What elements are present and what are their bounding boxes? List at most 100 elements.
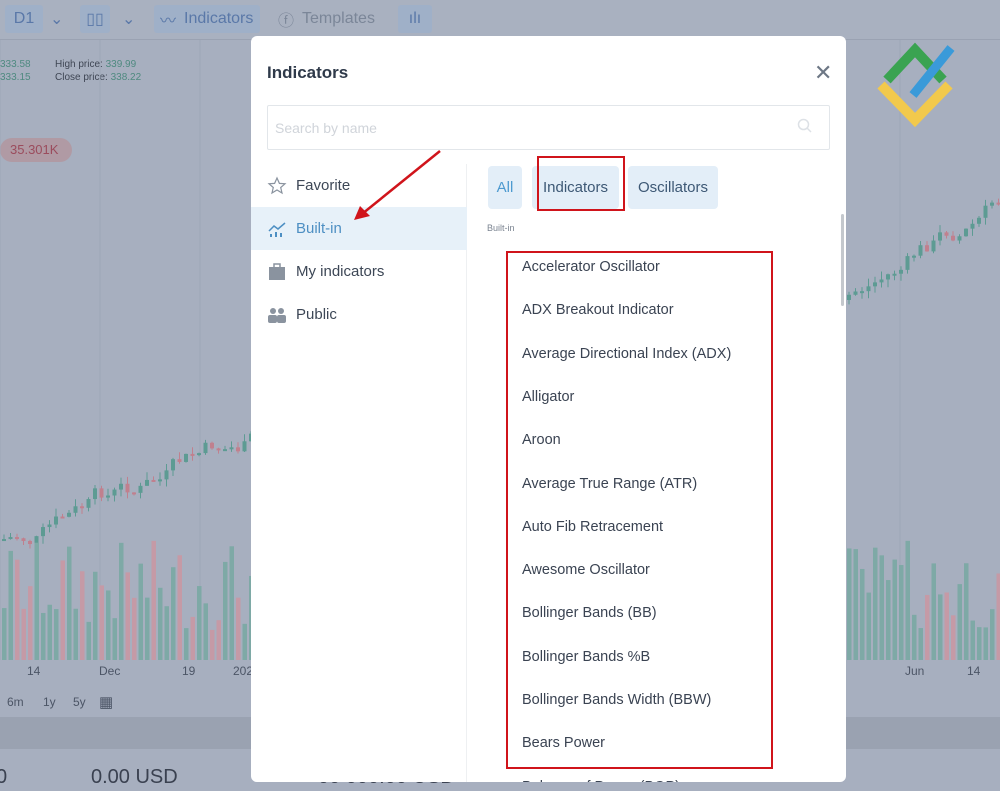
volume-bar (197, 586, 202, 660)
candle (15, 537, 19, 540)
calendar-icon[interactable]: ▦ (99, 694, 114, 711)
nav-label: Built-in (296, 220, 342, 237)
candle (184, 453, 188, 462)
volume-bar (151, 540, 156, 660)
range-6m[interactable]: 6m (7, 695, 24, 709)
tab-all[interactable]: All (488, 166, 522, 209)
indicator-item[interactable]: Auto Fib Retracement (522, 518, 664, 535)
candle (106, 495, 110, 498)
close-value: 338.22 (110, 72, 142, 83)
candle (892, 273, 897, 276)
volume-bar (54, 609, 59, 660)
volume-bar (990, 609, 995, 660)
tab-indicators[interactable]: Indicators (532, 166, 619, 209)
candle (86, 499, 91, 508)
nav-item-favorite[interactable]: Favorite (251, 164, 467, 207)
volume-bar (125, 572, 130, 660)
volume-bar (67, 546, 72, 660)
candle (34, 536, 39, 545)
scrollbar[interactable] (841, 214, 844, 306)
candle (229, 447, 234, 450)
candle (203, 442, 208, 454)
open-value: 333.58 (0, 59, 31, 70)
volume-bars-icon[interactable]: ılı (398, 5, 432, 33)
nav-item-my-indicators[interactable]: My indicators (251, 250, 467, 293)
indicator-item[interactable]: Bears Power (522, 735, 606, 752)
volume-bar (99, 585, 104, 660)
x-tick: 202 (233, 664, 254, 678)
ohlc-values: 333.58 333.15 (0, 58, 31, 84)
indicator-item[interactable]: Average Directional Index (ADX) (522, 345, 732, 362)
candle (957, 236, 962, 241)
volume-bar (93, 571, 98, 660)
category-nav: Favorite Built-in My indicators Public (251, 164, 467, 782)
indicator-item[interactable]: ADX Breakout Indicator (522, 302, 674, 319)
volume-bar (28, 586, 33, 660)
bottom-value: 0 (0, 766, 8, 788)
close-icon[interactable]: ✕ (814, 60, 833, 85)
range-1y[interactable]: 1y (43, 695, 56, 709)
volume-bar (112, 618, 117, 660)
nav-label: Public (296, 306, 337, 323)
timeframe-chevron-icon[interactable]: ⌄ (50, 11, 64, 28)
indicator-item[interactable]: Balance of Power (BOP) (522, 779, 680, 782)
ohlc-hc: High price: 339.99 Close price: 338.22 (55, 58, 141, 84)
indicator-item[interactable]: Accelerator Oscillator (522, 259, 660, 275)
search-input[interactable] (267, 105, 830, 150)
indicator-item[interactable]: Alligator (522, 388, 575, 405)
volume-bar (138, 563, 143, 660)
volume-bar (925, 594, 930, 660)
timeframe-button[interactable]: D1 (5, 5, 43, 33)
candle (853, 291, 858, 295)
candle (54, 516, 58, 525)
indicator-item[interactable]: Bollinger Bands Width (BBW) (522, 692, 712, 708)
section-label: Built-in (487, 223, 515, 233)
volume-bar (73, 608, 78, 660)
indicator-item[interactable]: Awesome Oscillator (522, 562, 650, 579)
candle (879, 279, 884, 283)
volume-bar (184, 628, 189, 660)
tab-oscillators[interactable]: Oscillators (628, 166, 718, 209)
indicator-item[interactable]: Bollinger Bands %B (522, 648, 651, 665)
candle (145, 479, 149, 486)
range-5y[interactable]: 5y (73, 695, 86, 709)
volume-bar (34, 542, 39, 660)
high-value: 339.99 (105, 59, 137, 70)
function-icon: ⓕ (278, 13, 295, 30)
candle-type-icon[interactable]: ▯▯ (80, 5, 110, 33)
volume-bar (905, 540, 910, 660)
volume-bar (2, 608, 7, 660)
indicator-item[interactable]: Average True Range (ATR) (522, 475, 698, 492)
brand-logo (877, 42, 955, 128)
candle (28, 540, 32, 545)
volume-bar (996, 573, 1000, 660)
candle (177, 459, 182, 462)
volume-bar (86, 621, 91, 660)
timeframe-label: D1 (13, 10, 35, 27)
x-tick: 14 (967, 664, 981, 678)
candle (73, 506, 78, 513)
candle (918, 245, 923, 256)
volume-bar (158, 587, 163, 660)
volume-bar (47, 604, 52, 660)
templates-button[interactable]: ⓕ Templates (278, 5, 375, 33)
volume-bar (918, 628, 923, 660)
volume-bar (41, 612, 46, 660)
candle (223, 449, 227, 452)
candle (210, 442, 214, 449)
chart-type-chevron-icon[interactable]: ⌄ (122, 11, 136, 28)
nav-item-public[interactable]: Public (251, 293, 467, 336)
dialog-title: Indicators (267, 63, 349, 82)
volume-bar (938, 594, 943, 660)
indicators-button[interactable]: 〰 Indicators (154, 5, 260, 33)
indicator-item[interactable]: Bollinger Bands (BB) (522, 605, 657, 622)
volume-bar (216, 620, 221, 660)
volume-bar (171, 567, 176, 660)
candle (996, 202, 1000, 205)
indicator-item[interactable]: Aroon (522, 432, 561, 449)
volume-bar (177, 555, 182, 660)
volume-bar (886, 580, 891, 660)
candle (112, 489, 117, 496)
candle (216, 448, 221, 451)
volume-bar (229, 546, 234, 660)
